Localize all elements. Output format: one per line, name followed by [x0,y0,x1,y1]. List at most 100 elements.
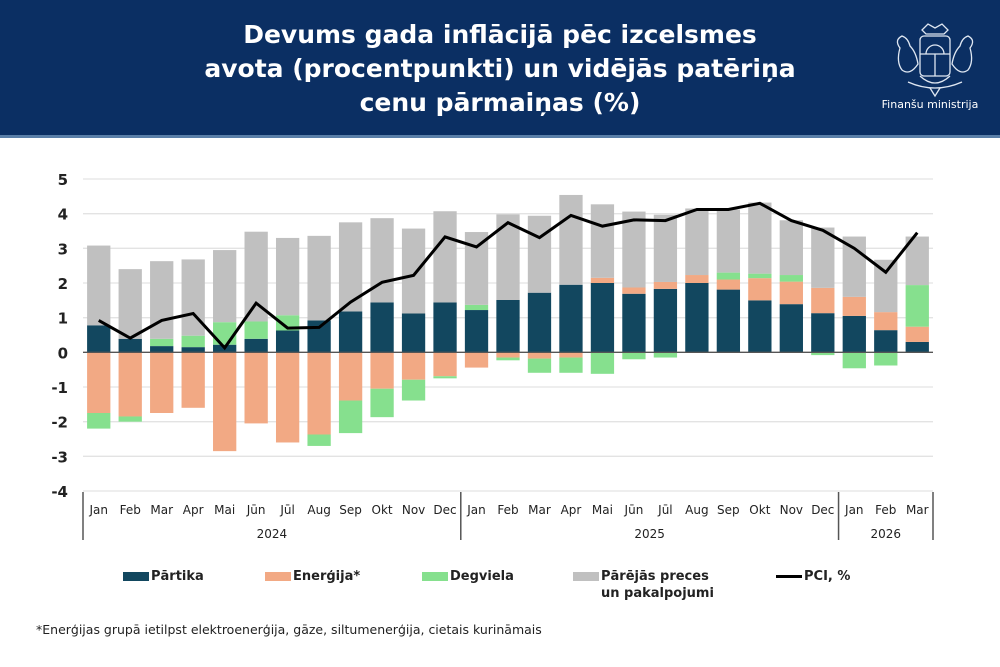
bar-parejas [716,209,741,273]
bar-degviela [87,413,111,429]
year-label: 2025 [634,527,665,541]
bar-partika [464,310,489,353]
bar-partika [244,338,268,353]
bar-energija [748,278,772,301]
y-tick-label: 5 [58,171,68,189]
legend-line-pci [776,575,802,578]
bar-partika [779,304,803,353]
title-line: avota (procentpunkti) un vidējās patēriņ… [204,54,796,83]
bar-parejas [496,214,520,300]
bar-degviela [527,358,552,373]
bar-parejas [181,259,205,336]
bar-energija [590,277,615,283]
bar-partika [905,341,929,353]
x-tick-label: Okt [749,503,770,517]
x-tick-label: Apr [183,503,204,517]
legend-label: Pārējās preces un pakalpojumi [601,568,714,602]
bar-energija [401,352,426,380]
bar-partika [748,300,772,353]
bar-parejas [401,228,426,314]
bar-partika [307,320,331,353]
x-tick-label: Apr [561,503,582,517]
bar-energija [653,281,678,289]
x-tick-label: Mai [214,503,235,517]
bar-parejas [842,236,866,297]
bar-parejas [685,208,709,276]
bar-degviela [779,275,803,282]
x-tick-label: Aug [307,503,330,517]
y-tick-label: 1 [58,310,68,328]
bar-partika [559,284,583,353]
bar-parejas [527,215,552,293]
bar-degviela [150,338,174,347]
legend-label-line: un pakalpojumi [601,586,714,601]
y-tick-label: 3 [58,240,68,258]
bar-energija [150,352,174,413]
legend-label: PCI, % [804,569,851,584]
y-tick-label: -2 [51,414,68,432]
bar-parejas [150,261,174,339]
bar-partika [811,313,835,353]
bar-partika [370,302,394,353]
bar-partika [685,283,709,353]
bar-energija [338,352,363,401]
coat-of-arms-logo-icon [896,23,974,98]
bar-partika [150,346,174,353]
bar-parejas [653,214,678,282]
x-tick-label: Jūl [657,503,672,517]
title-line: cenu pārmaiņas (%) [359,88,641,117]
x-tick-label: Sep [717,503,740,517]
bar-parejas [811,227,835,288]
x-tick-label: Dec [811,503,834,517]
pci-line [98,201,919,351]
bar-degviela [244,321,268,339]
bar-energija [181,352,205,408]
bar-degviela [433,376,457,379]
x-tick-label: Aug [685,503,708,517]
logo-caption: Finanšu ministrija [881,98,979,111]
legend-item-pci: PCI, % [776,568,850,585]
x-tick-label: Jan [844,503,864,517]
y-tick-label: 2 [58,275,68,293]
bar-parejas [244,231,268,322]
bar-parejas [874,259,898,313]
bar-degviela [496,357,520,361]
x-tick-label: Nov [780,503,803,517]
bar-degviela [464,304,489,311]
bar-parejas [622,211,646,288]
bar-energija [87,352,111,413]
x-tick-label: Jan [466,503,486,517]
bar-parejas [338,222,363,312]
bar-energija [275,352,300,443]
x-tick-label: Feb [120,503,141,517]
y-tick-label: -3 [51,448,68,466]
bar-energija [496,352,520,358]
bar-degviela [811,352,835,356]
x-tick-label: Mar [906,503,929,517]
bar-energija [685,275,709,283]
year-label: 2026 [871,527,902,541]
bar-degviela [874,352,898,366]
bar-energija [118,352,142,417]
chart-title: Devums gada inflācijā pēc izcelsmes avot… [150,18,850,120]
x-tick-label: Feb [497,503,518,517]
legend-label: Degviela [450,569,514,584]
x-tick-label: Mar [150,503,173,517]
bar-degviela [905,285,929,327]
bar-degviela [653,352,678,358]
bar-parejas [748,202,772,274]
x-tick-label: Nov [402,503,425,517]
bar-partika [87,325,111,353]
x-tick-label: Okt [372,503,393,517]
x-tick-label: Feb [875,503,896,517]
footnote: *Enerģijas grupā ietilpst elektroenerģij… [36,622,542,637]
x-tick-label: Sep [339,503,362,517]
bar-parejas [213,250,237,323]
bar-partika [716,289,741,353]
y-tick-label: -4 [51,483,68,501]
legend-item-energija: Enerģija* [265,568,360,585]
bar-energija [307,352,331,435]
legend-swatch-partika [123,572,149,581]
y-axis-ticks: 5 4 3 2 1 0 -1 -2 -3 -4 [51,171,68,501]
y-tick-label: 4 [58,206,68,224]
